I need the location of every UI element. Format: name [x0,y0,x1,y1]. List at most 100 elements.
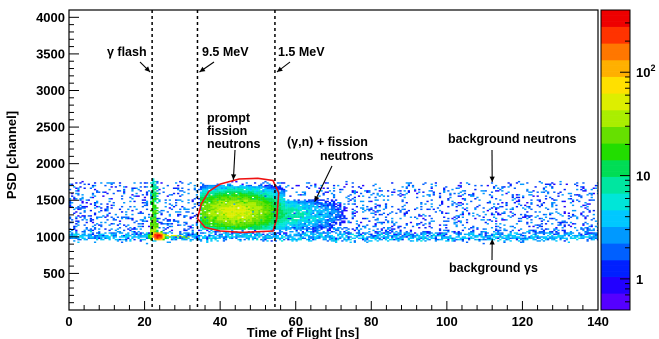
heat-cell [279,197,281,198]
heat-cell [223,211,225,212]
heat-cell [90,210,92,211]
heat-cell [485,222,487,223]
heat-cell [296,209,298,210]
heat-cell [564,206,566,207]
heat-cell [225,207,227,208]
heat-cell [514,214,516,215]
heat-cell [285,218,287,219]
heat-cell [200,235,202,236]
colorbar-swatch [601,171,630,177]
heat-cell [335,230,337,231]
heat-cell [557,235,559,236]
heat-cell [557,236,559,237]
heat-cell [285,202,287,203]
heat-cell [372,210,374,211]
heat-cell [302,201,304,202]
heat-cell [225,191,227,192]
heat-cell [123,193,125,194]
heat-cell [225,226,227,227]
heat-cell [252,186,254,187]
heat-cell [362,185,364,186]
heat-cell [320,235,322,236]
heat-cell [526,222,528,223]
heat-cell [582,224,584,225]
heat-cell [316,238,318,239]
heat-cell [576,185,578,186]
heat-cell [86,219,88,220]
heat-cell [512,197,514,198]
heat-cell [318,222,320,223]
heat-cell [156,239,158,240]
heat-cell [246,201,248,202]
heat-cell [256,216,258,217]
heat-cell [327,232,329,233]
heat-cell [530,222,532,223]
heat-cell [200,213,202,214]
heat-cell [487,235,489,236]
heat-cell [310,222,312,223]
heat-cell [258,214,260,215]
heat-cell [248,223,250,224]
heat-cell [530,236,532,237]
heat-cell [296,230,298,231]
heat-cell [202,197,204,198]
heat-cell [302,226,304,227]
heat-cell [227,219,229,220]
heat-cell [447,240,449,241]
heat-cell [84,211,86,212]
heat-cell [389,239,391,240]
heat-cell [350,222,352,223]
heat-cell [223,218,225,219]
heat-cell [244,228,246,229]
heat-cell [131,210,133,211]
heat-cell [204,209,206,210]
heat-cell [262,199,264,200]
heat-cell [300,224,302,225]
heat-cell [235,218,237,219]
heat-cell [306,213,308,214]
heat-cell [73,235,75,236]
heat-cell [300,228,302,229]
heat-cell [485,190,487,191]
heat-cell [341,189,343,190]
heat-cell [287,215,289,216]
heat-cell [167,224,169,225]
heat-cell [235,210,237,211]
heat-cell [329,211,331,212]
heat-cell [591,197,593,198]
heat-cell [300,230,302,231]
heat-cell [532,190,534,191]
heat-cell [300,206,302,207]
heat-cell [252,226,254,227]
heat-cell [229,220,231,221]
heat-cell [447,206,449,207]
heat-cell [264,194,266,195]
heat-cell [212,205,214,206]
heat-cell [98,224,100,225]
heat-cell [279,199,281,200]
heat-cell [264,213,266,214]
heat-cell [279,228,281,229]
heat-cell [269,215,271,216]
heat-cell [325,226,327,227]
heat-cell [387,214,389,215]
heat-cell [187,238,189,239]
heat-cell [343,231,345,232]
heat-cell [306,202,308,203]
heat-cell [150,182,152,183]
heat-cell [379,231,381,232]
heat-cell [549,218,551,219]
heat-cell [522,238,524,239]
heat-cell [241,234,243,235]
heat-cell [345,218,347,219]
heat-cell [233,206,235,207]
heat-cell [451,203,453,204]
heat-cell [212,193,214,194]
heat-cell [564,189,566,190]
heat-cell [491,238,493,239]
heat-cell [77,238,79,239]
heat-cell [200,186,202,187]
heat-cell [356,236,358,237]
heat-cell [121,218,123,219]
heat-cell [104,222,106,223]
